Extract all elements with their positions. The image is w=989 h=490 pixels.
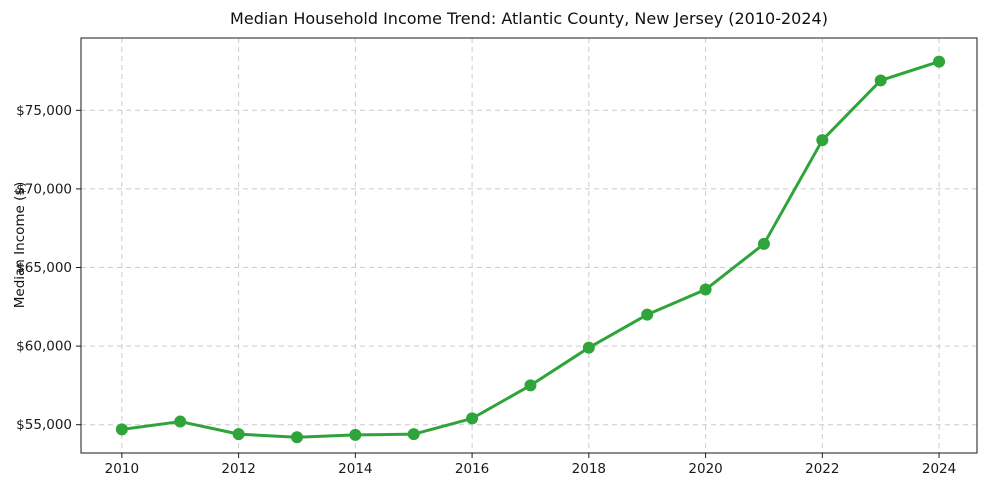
grid-layer	[81, 38, 977, 453]
plot-border	[80, 37, 978, 454]
data-point-2013	[290, 431, 303, 444]
data-point-2012	[232, 428, 245, 441]
x-tick-label: 2022	[805, 461, 839, 477]
y-tick-label: $55,000	[16, 417, 72, 433]
x-tick-label: 2014	[338, 461, 372, 477]
y-tick-label: $60,000	[16, 339, 72, 355]
data-point-2020	[699, 283, 712, 296]
data-point-2011	[174, 415, 187, 428]
data-point-2019	[641, 308, 654, 321]
data-point-2021	[757, 237, 770, 250]
data-point-2024	[933, 55, 946, 68]
data-point-2018	[582, 341, 595, 354]
y-tick-label: $75,000	[16, 103, 72, 119]
x-tick-label: 2018	[572, 461, 606, 477]
data-point-2023	[874, 74, 887, 87]
x-tick-label: 2020	[688, 461, 722, 477]
chart-title: Median Household Income Trend: Atlantic …	[230, 9, 828, 28]
x-tick-label: 2012	[221, 461, 255, 477]
series-layer	[115, 55, 946, 444]
axis-layer: 2010 2012 2014 2016 2018 2020 2022 2024 $55,000 $…	[16, 37, 978, 477]
y-tick-label: $65,000	[16, 260, 72, 276]
data-point-2017	[524, 379, 537, 392]
data-point-2014	[349, 428, 362, 441]
x-tick-label: 2010	[105, 461, 139, 477]
data-point-2022	[816, 134, 829, 147]
data-point-2010	[115, 423, 128, 436]
x-tick-label: 2024	[922, 461, 956, 477]
y-tick-label: $70,000	[16, 181, 72, 197]
data-point-2015	[407, 428, 420, 441]
data-point-2016	[466, 412, 479, 425]
x-tick-label: 2016	[455, 461, 489, 477]
